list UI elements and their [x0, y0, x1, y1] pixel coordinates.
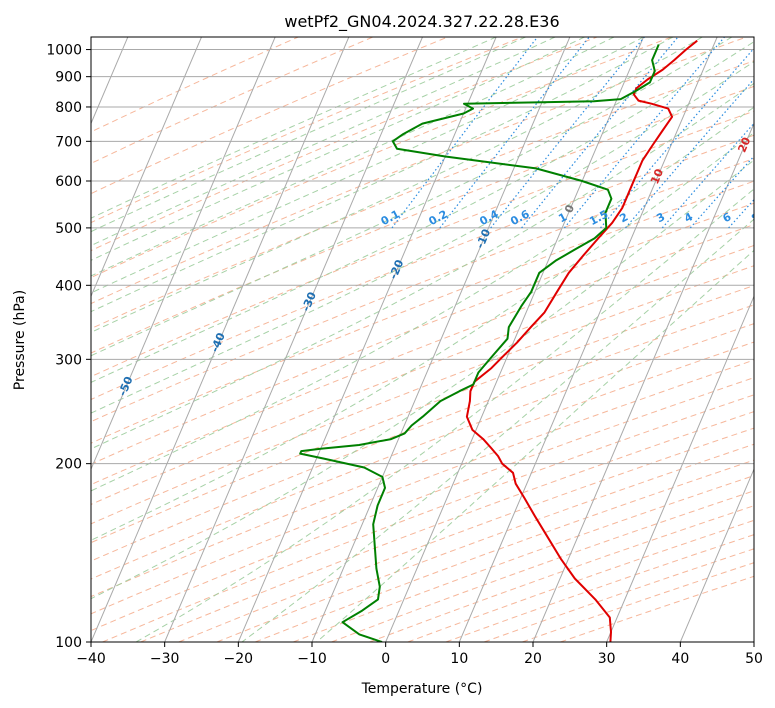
isotherm-line [311, 37, 571, 642]
y-tick-label: 1000 [46, 43, 82, 59]
x-tick-label: −20 [224, 651, 254, 667]
chart-title: wetPf2_GN04.2024.327.22.28.E36 [284, 12, 559, 32]
moist-adiabat-line [91, 37, 615, 277]
isotherm-line [606, 295, 754, 642]
y-tick-label: 800 [55, 100, 82, 116]
dry-adiabat-line [91, 37, 448, 195]
isotherm-line [532, 122, 754, 642]
dry-adiabat-line [91, 134, 754, 401]
isotherm-line [385, 37, 644, 642]
isotherm-line [237, 37, 497, 642]
y-tick-label: 300 [55, 352, 82, 368]
dewpoint-line [299, 44, 660, 642]
y-tick-label: 700 [55, 134, 82, 150]
x-tick-label: 40 [671, 651, 689, 667]
isotherm-line [164, 37, 423, 642]
isotherm-line [91, 37, 276, 471]
data-series [299, 39, 698, 642]
mixing-ratio-line [490, 37, 645, 229]
dry-adiabat-line [91, 158, 754, 423]
isotherm-line [91, 37, 350, 642]
isotherm-label: 20 [735, 135, 753, 154]
mixing-ratio-line [625, 78, 754, 229]
line-labels: -100-90-80-70-60-50-40-30-20-10010203040… [24, 135, 775, 441]
axes: −40 −30 −20 −10 0 10 20 30 40 50 100 200 300 400 500 60… [46, 43, 763, 667]
x-tick-label: −30 [150, 651, 180, 667]
mixing-ratio-line [757, 37, 775, 228]
mixing-ratio-label: 10 [768, 208, 775, 227]
dry-adiabat-line [91, 37, 747, 305]
dry-adiabat-line [91, 60, 754, 330]
dry-adiabat-line [91, 180, 754, 444]
x-tick-label: 20 [524, 651, 542, 667]
x-tick-label: −10 [297, 651, 327, 667]
isotherm-line [458, 37, 718, 642]
dry-adiabat-line [91, 37, 299, 133]
isotherm-label: 10 [648, 167, 666, 186]
y-tick-label: 600 [55, 174, 82, 190]
moist-adiabat-line [91, 61, 754, 414]
mixing-ratio-line [391, 37, 538, 229]
y-tick-label: 400 [55, 278, 82, 294]
moist-adiabat-line [91, 37, 674, 313]
x-tick-label: −40 [76, 651, 106, 667]
moist-adiabat-line [241, 218, 754, 642]
dry-adiabat-line [91, 341, 754, 598]
dry-adiabat-line [91, 85, 754, 354]
x-tick-label: 10 [450, 651, 468, 667]
isotherm-line [753, 640, 754, 642]
isotherm-line [91, 37, 202, 298]
y-tick-label: 900 [55, 70, 82, 86]
dry-adiabat-line [91, 37, 374, 164]
dry-adiabat-line [91, 359, 754, 615]
moist-adiabat-line [91, 106, 754, 492]
isotherm-line [679, 467, 754, 642]
grid-lines [91, 37, 775, 642]
x-tick-label: 0 [381, 651, 390, 667]
moist-adiabat-line [91, 37, 644, 294]
moist-adiabat-line [135, 188, 754, 642]
dry-adiabat-line [91, 37, 523, 224]
moist-adiabat-line [316, 249, 754, 642]
mixing-ratio-line [521, 37, 679, 229]
y-tick-label: 500 [55, 221, 82, 237]
moist-adiabat-line [91, 37, 526, 233]
mixing-ratio-line [661, 122, 754, 229]
plot-background [91, 37, 754, 642]
isotherm-label: -60 [24, 417, 44, 441]
moist-adiabat-line [91, 37, 497, 219]
temperature-line [465, 39, 698, 642]
y-tick-label: 100 [55, 635, 82, 651]
plot-frame [90, 36, 755, 643]
mixing-ratio-line [563, 37, 725, 229]
x-tick-label: 30 [598, 651, 616, 667]
moist-adiabat-line [91, 37, 733, 357]
mixing-ratio-label: 8 [749, 210, 762, 225]
x-tick-label: 50 [745, 651, 763, 667]
x-axis-label: Temperature (°C) [361, 681, 483, 697]
y-tick-label: 200 [55, 457, 82, 473]
y-axis-label: Pressure (hPa) [12, 290, 28, 390]
dry-adiabat-line [91, 265, 754, 525]
dry-adiabat-line [91, 323, 754, 580]
mixing-ratio-line [439, 37, 590, 229]
moist-adiabat-line [91, 37, 556, 247]
moist-adiabat-line [91, 159, 754, 600]
mixing-ratio-line [600, 47, 754, 229]
